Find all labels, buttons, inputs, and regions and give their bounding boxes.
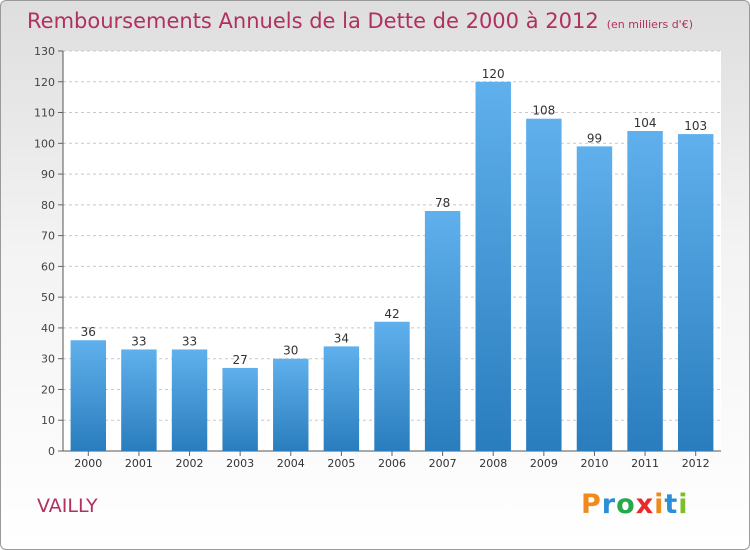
bar [323,346,360,451]
x-tick-label: 2003 [226,457,254,470]
bar [677,134,714,452]
x-tick-label: 2010 [580,457,608,470]
bar-value-label: 33 [182,334,197,348]
bar [576,146,613,451]
y-tick-label: 80 [41,199,55,212]
y-tick-label: 60 [41,260,55,273]
y-tick-label: 100 [34,137,55,150]
bar [121,349,157,451]
logo-letter: i [678,489,689,520]
y-tick-label: 120 [34,76,55,89]
bar [475,81,511,452]
bar [374,321,410,451]
x-tick-label: 2006 [378,457,406,470]
y-tick-label: 40 [41,322,55,335]
logo-letter: r [601,489,617,520]
bar [627,131,663,451]
chart-title: Remboursements Annuels de la Dette de 20… [27,9,693,33]
y-tick-label: 50 [41,291,55,304]
x-tick-label: 2007 [429,457,457,470]
bar-value-label: 120 [482,67,505,81]
bar-value-label: 103 [684,119,707,133]
bar-value-label: 42 [384,307,399,321]
bar-value-label: 78 [435,196,450,210]
x-tick-label: 2011 [631,457,659,470]
bar [424,211,461,451]
bar-value-label: 36 [81,325,96,339]
bar-value-label: 30 [283,344,298,358]
y-tick-label: 0 [48,445,55,458]
bar-value-label: 99 [587,131,602,145]
bar-value-label: 34 [334,331,349,345]
bar [526,118,562,451]
logo-letter: t [664,489,679,520]
x-tick-label: 2004 [277,457,305,470]
y-tick-label: 110 [34,107,55,120]
chart-title-text: Remboursements Annuels de la Dette de 20… [27,9,599,33]
bar [171,349,208,451]
bar-value-label: 104 [634,116,657,130]
y-tick-label: 20 [41,383,55,396]
y-tick-label: 10 [41,414,55,427]
x-tick-label: 2001 [125,457,153,470]
town-name: VAILLY [37,495,98,517]
y-tick-label: 30 [41,353,55,366]
y-tick-label: 130 [34,45,55,58]
x-tick-label: 2012 [682,457,710,470]
y-tick-label: 70 [41,230,55,243]
x-tick-label: 2005 [327,457,355,470]
x-tick-label: 2009 [530,457,558,470]
bar-value-label: 27 [233,353,248,367]
logo-letter: P [581,489,602,520]
x-tick-label: 2002 [176,457,204,470]
bar [70,340,107,451]
bar [222,367,258,451]
bar [273,358,309,451]
logo-letter: x [635,489,655,520]
y-tick-label: 90 [41,168,55,181]
bar-value-label: 33 [131,334,146,348]
logo-letter: o [616,489,636,520]
proxiti-logo: Proxiti [581,489,689,520]
logo-letter: i [654,489,665,520]
chart-unit: (en milliers d'€) [606,18,693,31]
x-tick-label: 2008 [479,457,507,470]
bar-value-label: 108 [532,104,555,118]
x-tick-label: 2000 [74,457,102,470]
